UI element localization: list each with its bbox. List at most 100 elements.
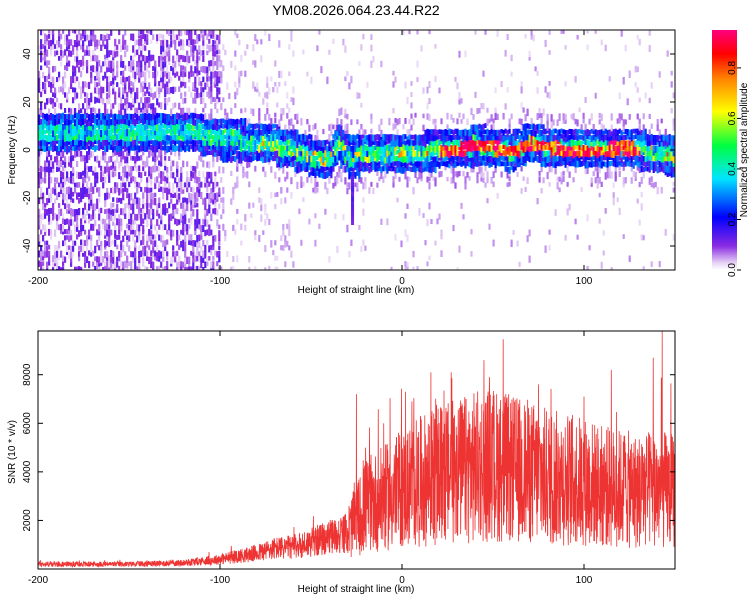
spectrogram-cell: [230, 156, 233, 163]
spectrogram-cell: [44, 55, 47, 62]
spectrogram-cell: [652, 139, 655, 145]
spectrogram-cell: [178, 234, 181, 241]
spectrogram-cell: [202, 50, 205, 56]
spectrogram-cell: [314, 144, 317, 151]
spectrogram-cell: [354, 171, 357, 179]
spectrogram-cell: [132, 45, 135, 53]
spectrogram-cell: [508, 118, 511, 125]
spectrogram-cell: [94, 119, 97, 124]
spectrogram-cell: [650, 176, 653, 182]
spectrogram-cell: [140, 240, 143, 246]
spectrogram-cell: [158, 134, 161, 142]
spectrogram-cell: [96, 97, 99, 103]
spectrogram-cell: [90, 124, 93, 131]
spectrogram-cell: [264, 203, 267, 210]
spectrogram-cell: [632, 170, 635, 177]
spectrogram-cell: [486, 171, 489, 179]
spectrogram-cell: [328, 145, 331, 152]
spectrogram-cell: [160, 39, 163, 46]
spectrogram-cell: [90, 129, 93, 137]
spectrogram-cell: [186, 55, 189, 63]
spectrogram-cell: [150, 250, 153, 257]
spectrogram-cell: [426, 102, 429, 110]
spectrogram-cell: [508, 135, 511, 143]
spectrogram-cell: [58, 118, 61, 125]
spectrogram-cell: [410, 166, 413, 173]
spectrogram-cell: [80, 113, 83, 122]
spectrogram-cell: [266, 129, 269, 138]
spectrogram-cell: [96, 71, 99, 79]
spectrogram-cell: [508, 155, 511, 162]
spectrogram-cell: [96, 55, 99, 62]
spectrogram-cell: [318, 139, 321, 147]
spectrogram-cell: [96, 44, 99, 50]
spectrogram-cell: [62, 187, 65, 193]
spectrogram-cell: [196, 135, 199, 141]
spectrogram-cell: [50, 229, 53, 235]
spectrogram-cell: [170, 165, 173, 172]
spectrogram-cell: [184, 182, 187, 188]
spectrogram-cell: [558, 145, 561, 154]
spectrogram-cell: [190, 198, 193, 205]
spectrogram-cell: [100, 34, 103, 41]
spectrogram-cell: [168, 77, 171, 84]
spectrogram-cell: [378, 134, 381, 142]
spectrogram-cell: [610, 144, 613, 150]
spectrogram-cell: [192, 134, 195, 140]
spectrogram-cell: [444, 165, 447, 171]
spectrogram-cell: [408, 129, 411, 135]
spectrogram-cell: [432, 155, 435, 163]
spectrogram-cell: [420, 155, 423, 161]
spectrogram-cell: [302, 49, 305, 55]
spectrogram-cell: [172, 160, 175, 167]
spectrogram-cell: [66, 114, 69, 119]
spectrogram-cell: [58, 33, 61, 41]
spectrogram-cell: [210, 244, 213, 250]
spectrogram-cell: [244, 129, 247, 136]
spectrogram-cell: [68, 113, 71, 120]
spectrogram-cell: [356, 171, 359, 176]
spectrogram-cell: [124, 113, 127, 119]
spectrogram-cell: [80, 140, 83, 146]
spectrogram-cell: [88, 187, 91, 194]
spectrogram-cell: [92, 144, 95, 150]
spectrogram-cell: [646, 145, 649, 152]
spectrogram-cell: [310, 171, 313, 176]
spectrogram-cell: [96, 187, 99, 193]
spectrogram-cell: [628, 160, 631, 167]
spectrogram-cell: [614, 150, 617, 156]
spectrogram-cell: [86, 235, 89, 242]
spectrogram-cell: [210, 229, 213, 236]
spectrogram-cell: [62, 266, 65, 270]
spectrogram-cell: [614, 176, 617, 182]
spectrogram-cell: [100, 171, 103, 180]
spectrogram-cell: [548, 50, 551, 55]
spectrogram-cell: [78, 81, 81, 89]
spectrogram-cell: [216, 134, 219, 142]
spectrogram-cell: [50, 234, 53, 240]
spectrogram-cell: [266, 145, 269, 152]
spectrogram-cell: [218, 250, 221, 256]
spectrogram-cell: [54, 198, 57, 204]
spectrogram-cell: [574, 166, 577, 173]
spectrogram-cell: [50, 39, 53, 47]
spectrogram-cell: [60, 223, 63, 231]
spectrogram-cell: [120, 133, 123, 140]
spectrogram-cell: [482, 134, 485, 142]
spectrogram-cell: [70, 113, 73, 121]
spectrogram-cell: [54, 182, 57, 189]
spectrogram-cell: [108, 87, 111, 95]
spectrogram-cell: [78, 172, 81, 179]
spectrogram-cell: [368, 139, 371, 147]
spectrogram-cell: [180, 39, 183, 46]
spectrogram-cell: [340, 107, 343, 115]
spectrogram-cell: [68, 119, 71, 126]
spectrogram-cell: [596, 139, 599, 145]
spectrogram-cell: [496, 192, 499, 199]
spectrogram-cell: [644, 135, 647, 141]
spectrogram-cell: [620, 134, 623, 140]
spectrogram-cell: [268, 87, 271, 95]
spectrogram-cell: [348, 140, 351, 147]
spectrogram-cell: [332, 166, 335, 172]
spectrogram-cell: [626, 149, 629, 157]
